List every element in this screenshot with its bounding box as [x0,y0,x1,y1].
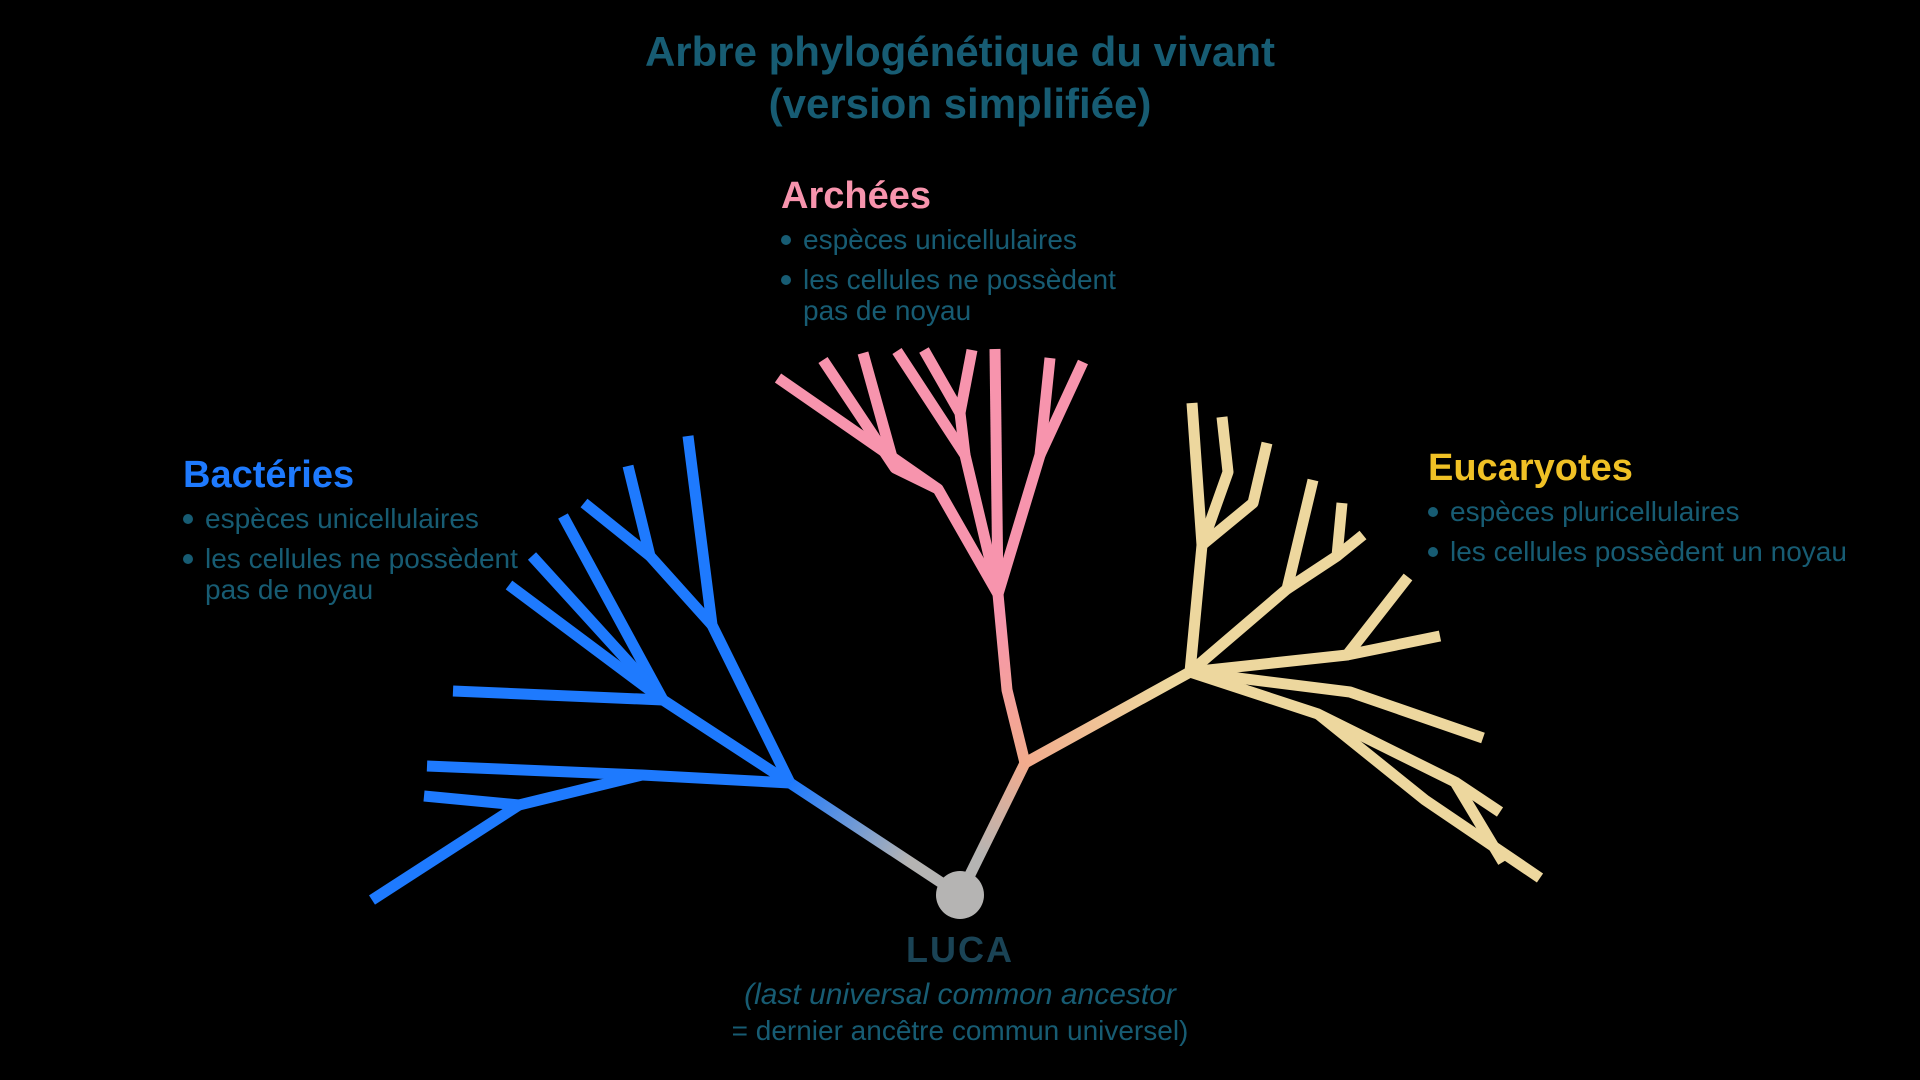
bullet-dot-icon [1428,547,1438,557]
branch-line [423,769,644,811]
branch-line [452,685,664,706]
trunk-to-bacteria [786,778,964,900]
bullet-item: les cellules possèdent un noyau [1428,536,1847,567]
eukarya-group: Eucaryotes espèces pluricellulaires les … [1428,448,1847,576]
page-title: Arbre phylogénétique du vivant (version … [0,26,1920,130]
branch-line [1198,441,1273,550]
bullet-item: les cellules ne possèdent pas de noyau [781,264,1116,326]
bullet-dot-icon [781,275,791,285]
archaea-branches [774,347,1088,597]
bullet-line: espèces unicellulaires [205,503,479,534]
branch-line [857,351,901,470]
bullet-dot-icon [183,514,193,524]
branch-line [369,800,522,905]
bullet-dot-icon [1428,507,1438,517]
branch-line [989,348,1004,595]
eukarya-bullets: espèces pluricellulaires les cellules po… [1428,496,1847,567]
luca-label: LUCA [906,929,1014,970]
luca-node [936,871,984,919]
luca-subtitle-english: (last universal common ancestor [744,978,1176,1011]
branch-line [505,580,667,705]
archaea-group: Archées espèces unicellulaires les cellu… [781,176,1116,335]
branch-line [527,552,668,704]
branch-line [1333,530,1367,561]
trunk-to-archaea [992,593,1031,765]
eukarya-label: Eucaryotes [1428,447,1633,489]
branch-line [1189,666,1485,744]
bacteria-label: Bactéries [183,454,355,496]
bullet-text: les cellules ne possèdent pas de noyau [205,543,518,605]
branch-line [992,357,1056,596]
luca-caption: LUCA (last universal common ancestor = d… [0,932,1920,1045]
branch-line [580,498,654,561]
bullet-line: les cellules possèdent un noyau [1450,536,1847,567]
title-line1: Arbre phylogénétique du vivant [644,28,1276,75]
bacteria-group: Bactéries espèces unicellulaires les cel… [183,455,518,614]
bullet-line: pas de noyau [205,574,374,605]
trunk-to-eukarya [1022,667,1193,768]
branch-line [1196,416,1234,547]
bullet-line: les cellules ne possèdent [205,543,518,574]
bullet-text: espèces pluricellulaires [1450,496,1739,527]
branch-line [1314,709,1544,883]
bullet-text: espèces unicellulaires [803,224,1077,255]
bullet-line: espèces unicellulaires [803,224,1077,255]
branch-line [1345,630,1442,661]
bacteria-bullets: espèces unicellulaires les cellules ne p… [183,503,518,605]
title-line2: (version simplifiée) [768,80,1152,127]
bullet-line: pas de noyau [803,295,972,326]
bullet-line: espèces pluricellulaires [1450,496,1740,527]
archaea-label: Archées [781,175,931,217]
bullet-item: les cellules ne possèdent pas de noyau [183,543,518,605]
eukarya-branches [1184,402,1544,883]
bullet-item: espèces unicellulaires [781,224,1116,255]
bullet-item: espèces pluricellulaires [1428,496,1847,527]
trunk-lines [786,593,1193,900]
bullet-line: les cellules ne possèdent [803,264,1116,295]
bullet-item: espèces unicellulaires [183,503,518,534]
bullet-dot-icon [183,554,193,564]
bullet-text: espèces unicellulaires [205,503,479,534]
branch-line [954,348,978,415]
branch-line [1451,777,1504,817]
archaea-bullets: espèces unicellulaires les cellules ne p… [781,224,1116,326]
branch-line [1188,666,1508,865]
bullet-text: les cellules ne possèdent pas de noyau [803,264,1116,326]
branch-line [1035,359,1088,458]
trunk-to-archaea-eukarya [955,760,1030,898]
branch-line [1189,573,1413,678]
bullet-dot-icon [781,235,791,245]
luca-subtitle-french: = dernier ancêtre commun universel) [731,1015,1189,1046]
bullet-text: les cellules possèdent un noyau [1450,536,1847,567]
bacteria-branches [369,435,795,905]
